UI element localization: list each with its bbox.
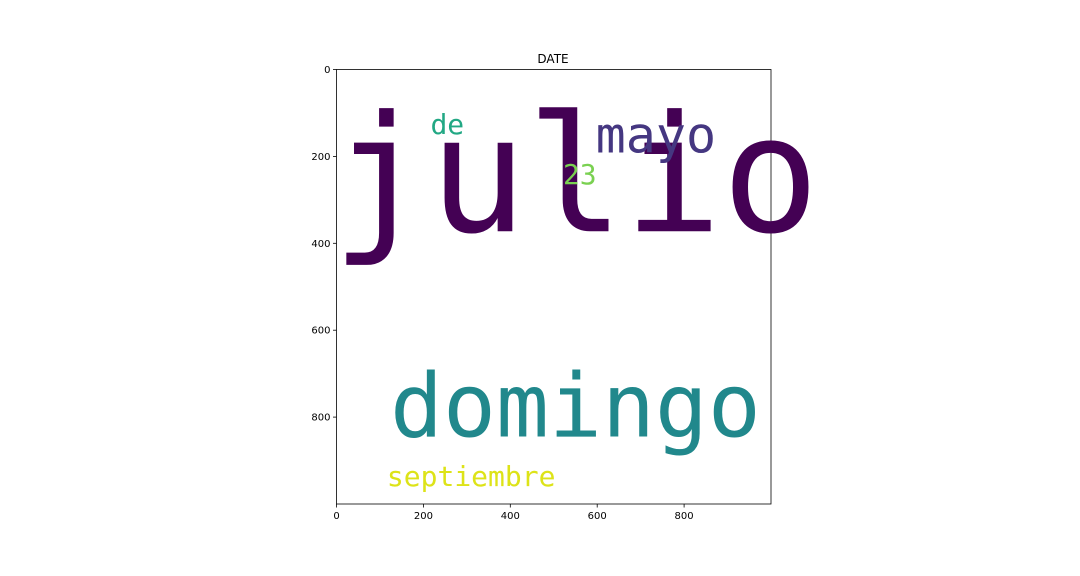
word-23: 23 [563,158,597,191]
y-tick-label: 800 [311,413,330,424]
x-tick-label: 200 [414,511,433,522]
chart-title: DATE [537,52,568,66]
x-tick-label: 800 [675,511,694,522]
x-tick-label: 600 [588,511,607,522]
y-tick-label: 600 [311,326,330,337]
word-domingo: domingo [390,355,761,458]
x-tick-label: 400 [501,511,520,522]
y-tick-label: 400 [311,239,330,250]
word-julio: julio [332,82,820,270]
y-tick-label: 200 [311,152,330,163]
word-cloud: julio domingo mayo de 23 septiembre [332,82,820,493]
word-septiembre: septiembre [387,460,556,493]
x-tick-label: 0 [333,511,339,522]
y-axis: 0 200 400 600 800 [311,65,337,424]
word-mayo: mayo [596,107,716,165]
plot-area [336,69,772,505]
word-de: de [430,108,464,141]
y-tick-label: 0 [324,65,330,76]
x-axis: 0 200 400 600 800 [333,504,694,522]
